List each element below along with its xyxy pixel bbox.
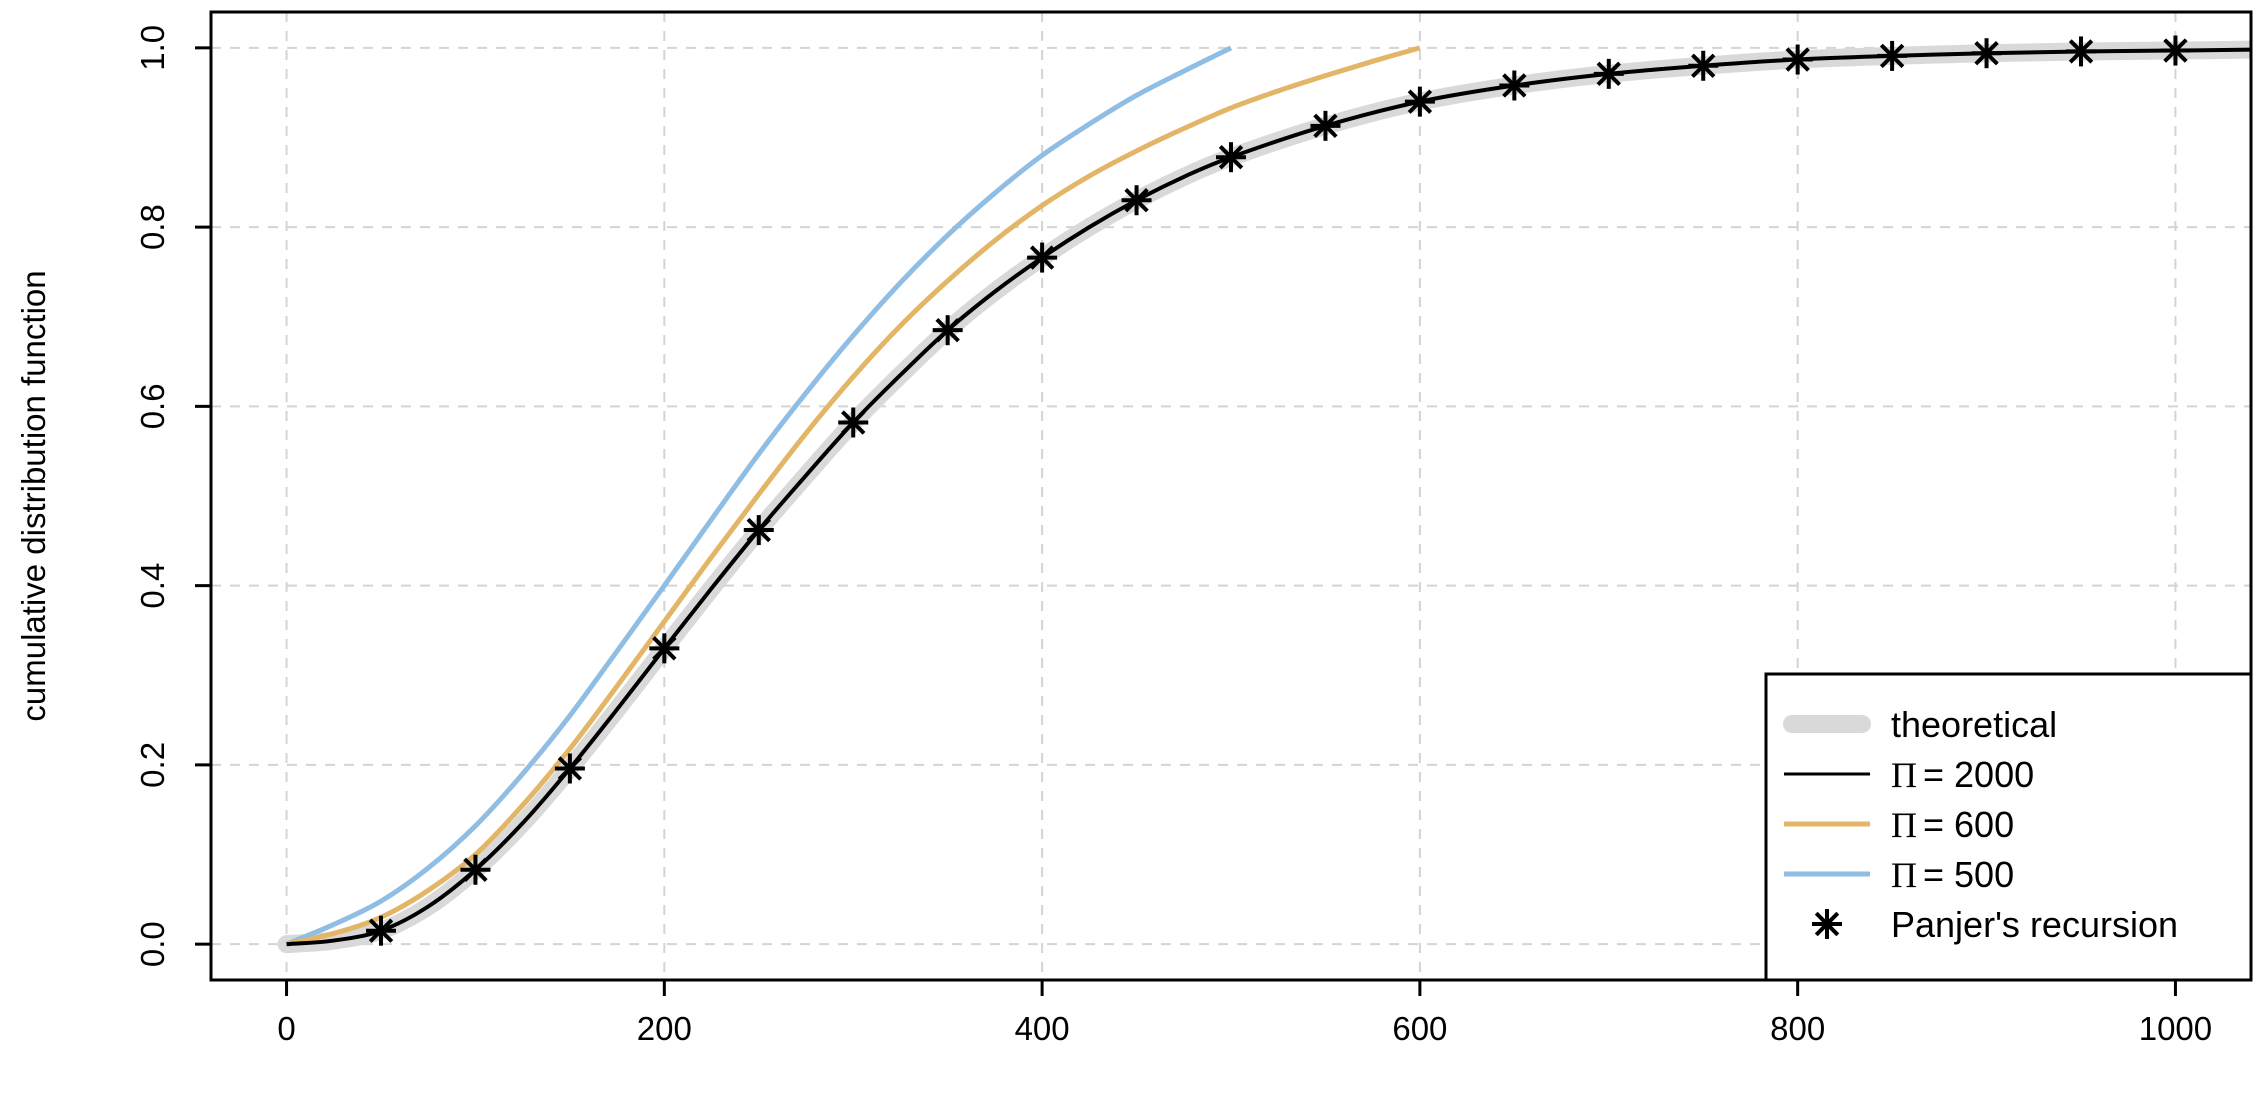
panjer-point (1404, 86, 1435, 117)
x-axis: 0 200 400 600 800 1000 (277, 980, 2212, 1047)
x-tick-label: 400 (1015, 1010, 1070, 1047)
panjer-point (932, 315, 963, 346)
panjer-point (2160, 35, 2191, 66)
y-tick-label: 0.8 (134, 204, 171, 250)
legend-value: = 500 (1923, 854, 2014, 895)
y-tick-label: 0.4 (134, 563, 171, 609)
series-layer (277, 35, 2251, 954)
panjer-point (460, 854, 491, 885)
legend-swatch-asterisk (1812, 909, 1842, 939)
plot-frame (209, 10, 2253, 982)
panjer-point (1121, 185, 1152, 216)
panjer-point (1782, 44, 1813, 75)
panjer-point (1593, 58, 1624, 89)
panjer-point (743, 515, 774, 546)
panjer-point (1971, 38, 2002, 69)
legend-value: = 600 (1923, 804, 2014, 845)
panjer-point (649, 633, 680, 664)
panjer-point (1877, 40, 1908, 71)
y-tick-label: 1.0 (134, 25, 171, 71)
panjer-point (1216, 142, 1246, 173)
x-tick-label: 800 (1770, 1010, 1825, 1047)
legend-label: Π = 2000 (1891, 754, 2034, 795)
legend-label: Panjer's recursion (1891, 904, 2178, 945)
legend-label: theoretical (1891, 704, 2057, 745)
legend-pi-symbol: Π (1891, 855, 1917, 895)
panjer-point (1310, 110, 1341, 141)
y-tick-label: 0.0 (134, 921, 171, 967)
legend-pi-symbol: Π (1891, 755, 1917, 795)
y-axis-title: cumulative distribution function (15, 270, 52, 721)
panjer-point (2066, 36, 2096, 67)
y-tick-label: 0.2 (134, 742, 171, 788)
x-tick-label: 600 (1392, 1010, 1447, 1047)
panjer-point (554, 753, 585, 784)
legend-pi-symbol: Π (1891, 805, 1917, 845)
y-axis: 0.0 0.2 0.4 0.6 0.8 1.0 (134, 25, 211, 967)
x-tick-label: 0 (277, 1010, 295, 1047)
panjer-point (838, 407, 869, 438)
legend-value: = 2000 (1923, 754, 2034, 795)
panjer-point (1499, 70, 1530, 101)
x-tick-label: 1000 (2139, 1010, 2212, 1047)
legend-label: Π = 600 (1891, 804, 2014, 845)
panjer-point (1027, 242, 1058, 273)
panjer-point (1688, 50, 1719, 81)
series-pi-500 (285, 45, 1233, 947)
legend-label: Π = 500 (1891, 854, 2014, 895)
y-tick-label: 0.6 (134, 383, 171, 429)
series-pi-600 (286, 45, 1421, 947)
panjer-point (366, 915, 396, 946)
x-tick-label: 200 (637, 1010, 692, 1047)
